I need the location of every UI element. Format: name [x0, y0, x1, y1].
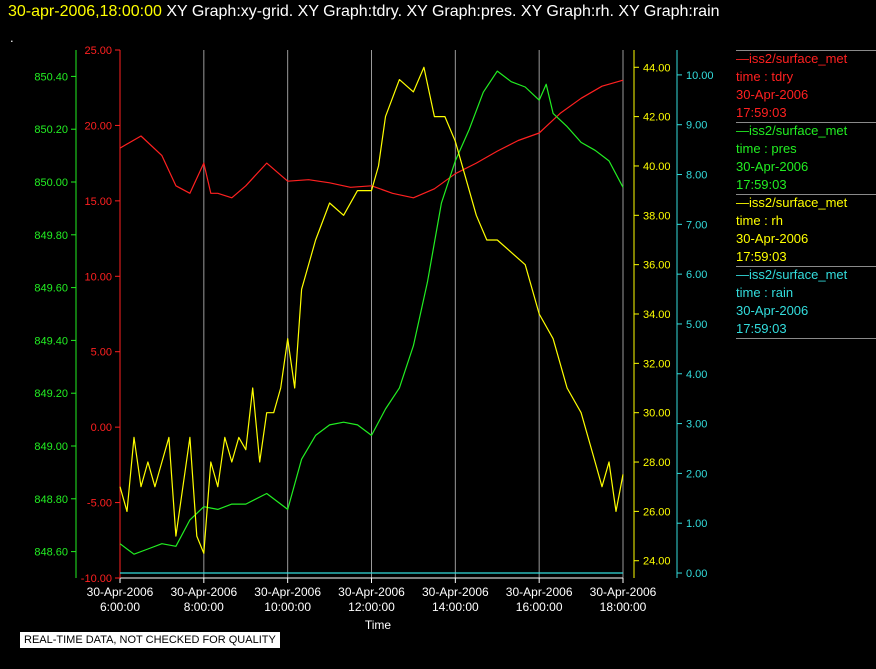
rain-tick-label: 3.00 — [686, 419, 707, 431]
rain-tick-label: 2.00 — [686, 468, 707, 480]
rain-tick-label: 1.00 — [686, 518, 707, 530]
legend-source: —iss2/surface_met — [736, 123, 848, 138]
x-tick-label: 14:00:00 — [432, 600, 479, 614]
legend-time: 17:59:03 — [736, 105, 787, 120]
pres-tick-label: 849.40 — [34, 335, 68, 347]
series-pres-line — [119, 70, 624, 555]
legend-field: time : rh — [736, 213, 783, 228]
rain-tick-label: 5.00 — [686, 319, 707, 331]
legend-date: 30-Apr-2006 — [736, 159, 809, 174]
rh-tick-label: 28.00 — [643, 457, 671, 469]
legend-entry-rh: —iss2/surface_met time : rh 30-Apr-2006 … — [736, 194, 876, 266]
legend-date: 30-Apr-2006 — [736, 87, 809, 102]
tdry-tick-label: 20.00 — [84, 120, 112, 132]
pres-tick-label: 850.00 — [34, 177, 68, 189]
tdry-tick-label: -10.00 — [81, 573, 112, 585]
window-title: 30-apr-2006,18:00:00 XY Graph:xy-grid. X… — [8, 3, 720, 21]
pres-tick-label: 849.80 — [34, 230, 68, 242]
tdry-tick-label: 15.00 — [84, 196, 112, 208]
rain-tick-label: 10.00 — [686, 70, 714, 82]
legend-field: time : tdry — [736, 69, 794, 84]
x-tick-label: 30-Apr-2006 — [87, 585, 154, 599]
rain-tick-label: 4.00 — [686, 369, 707, 381]
rh-tick-label: 38.00 — [643, 210, 671, 222]
rh-tick-label: 42.00 — [643, 112, 671, 124]
rain-tick-label: 7.00 — [686, 219, 707, 231]
x-tick-label: 30-Apr-2006 — [170, 585, 237, 599]
tdry-tick-label: 0.00 — [91, 422, 112, 434]
rh-tick-label: 34.00 — [643, 309, 671, 321]
x-tick-label: 30-Apr-2006 — [590, 585, 657, 599]
rh-tick-label: 44.00 — [643, 62, 671, 74]
legend-divider — [736, 266, 876, 267]
pres-tick-label: 849.00 — [34, 441, 68, 453]
legend-field: time : pres — [736, 141, 797, 156]
quality-notice: REAL-TIME DATA, NOT CHECKED FOR QUALITY — [20, 632, 280, 648]
x-tick-label: 16:00:00 — [516, 600, 563, 614]
legend-source: —iss2/surface_met — [736, 195, 848, 210]
legend-date: 30-Apr-2006 — [736, 303, 809, 318]
x-tick-label: 8:00:00 — [184, 600, 224, 614]
tdry-tick-label: 5.00 — [91, 347, 112, 359]
x-tick-label: 30-Apr-2006 — [254, 585, 321, 599]
pres-tick-label: 848.60 — [34, 547, 68, 559]
pres-tick-label: 850.40 — [34, 71, 68, 83]
tdry-tick-label: 25.00 — [84, 45, 112, 57]
legend-divider — [736, 338, 876, 339]
tdry-tick-label: 10.00 — [84, 271, 112, 283]
title-timestamp: 30-apr-2006,18:00:00 — [8, 3, 162, 20]
legend-divider — [736, 122, 876, 123]
series-rh-line — [119, 66, 624, 554]
rh-tick-label: 26.00 — [643, 506, 671, 518]
series-tdry-line — [119, 79, 624, 199]
title-graph-list: XY Graph:xy-grid. XY Graph:tdry. XY Grap… — [166, 3, 720, 20]
x-tick-label: 30-Apr-2006 — [506, 585, 573, 599]
rain-tick-label: 8.00 — [686, 170, 707, 182]
rh-tick-label: 40.00 — [643, 161, 671, 173]
legend-field: time : rain — [736, 285, 794, 300]
x-tick-label: 6:00:00 — [100, 600, 140, 614]
legend-source: —iss2/surface_met — [736, 267, 848, 282]
status-dot: . — [10, 30, 14, 45]
legend-source: —iss2/surface_met — [736, 51, 848, 66]
x-tick-label: 30-Apr-2006 — [338, 585, 405, 599]
x-tick-label: 18:00:00 — [600, 600, 647, 614]
rh-tick-label: 32.00 — [643, 358, 671, 370]
rh-tick-label: 30.00 — [643, 408, 671, 420]
pres-tick-label: 848.80 — [34, 494, 68, 506]
legend-time: 17:59:03 — [736, 177, 787, 192]
pres-tick-label: 849.60 — [34, 283, 68, 295]
rain-tick-label: 6.00 — [686, 269, 707, 281]
pres-tick-label: 849.20 — [34, 388, 68, 400]
legend-time: 17:59:03 — [736, 321, 787, 336]
legend-time: 17:59:03 — [736, 249, 787, 264]
rain-tick-label: 0.00 — [686, 568, 707, 580]
legend-divider — [736, 194, 876, 195]
pres-tick-label: 850.20 — [34, 124, 68, 136]
legend-entry-pres: —iss2/surface_met time : pres 30-Apr-200… — [736, 122, 876, 194]
rh-tick-label: 24.00 — [643, 556, 671, 568]
tdry-tick-label: -5.00 — [87, 498, 112, 510]
legend-entry-tdry: —iss2/surface_met time : tdry 30-Apr-200… — [736, 50, 876, 122]
x-tick-label: 12:00:00 — [348, 600, 395, 614]
legend-entry-rain: —iss2/surface_met time : rain 30-Apr-200… — [736, 266, 876, 338]
legend-date: 30-Apr-2006 — [736, 231, 809, 246]
x-tick-label: 10:00:00 — [264, 600, 311, 614]
legend-divider — [736, 50, 876, 51]
rh-tick-label: 36.00 — [643, 260, 671, 272]
rain-tick-label: 9.00 — [686, 120, 707, 132]
x-tick-label: 30-Apr-2006 — [422, 585, 489, 599]
x-axis-label: Time — [365, 618, 392, 632]
